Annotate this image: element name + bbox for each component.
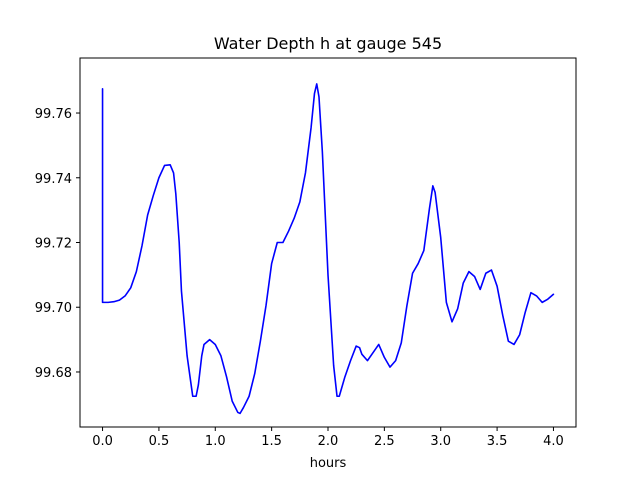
x-axis-ticks: 0.0 0.5 1.0 1.5 2.0 2.5 3.0 3.5 4.0 [92,427,564,449]
y-axis-ticks: 99.68 99.70 99.72 99.74 99.76 [35,107,80,381]
x-tick-label: 4.0 [543,434,564,449]
y-tick-label: 99.68 [35,366,72,381]
y-tick-label: 99.72 [35,237,72,252]
x-tick-label: 1.0 [205,434,226,449]
x-tick-label: 3.5 [487,434,508,449]
x-tick-label: 0.5 [149,434,170,449]
y-tick-label: 99.70 [35,301,72,316]
x-tick-label: 1.5 [261,434,282,449]
x-tick-label: 3.0 [430,434,451,449]
x-tick-label: 2.5 [374,434,395,449]
x-axis-label: hours [310,456,347,471]
plot-marks [101,83,555,415]
x-tick-label: 0.0 [92,434,113,449]
series-line-0 [101,83,555,415]
y-tick-label: 99.76 [35,107,72,122]
y-tick-label: 99.74 [35,172,72,187]
chart-title: Water Depth h at gauge 545 [214,34,442,53]
x-tick-label: 2.0 [318,434,339,449]
